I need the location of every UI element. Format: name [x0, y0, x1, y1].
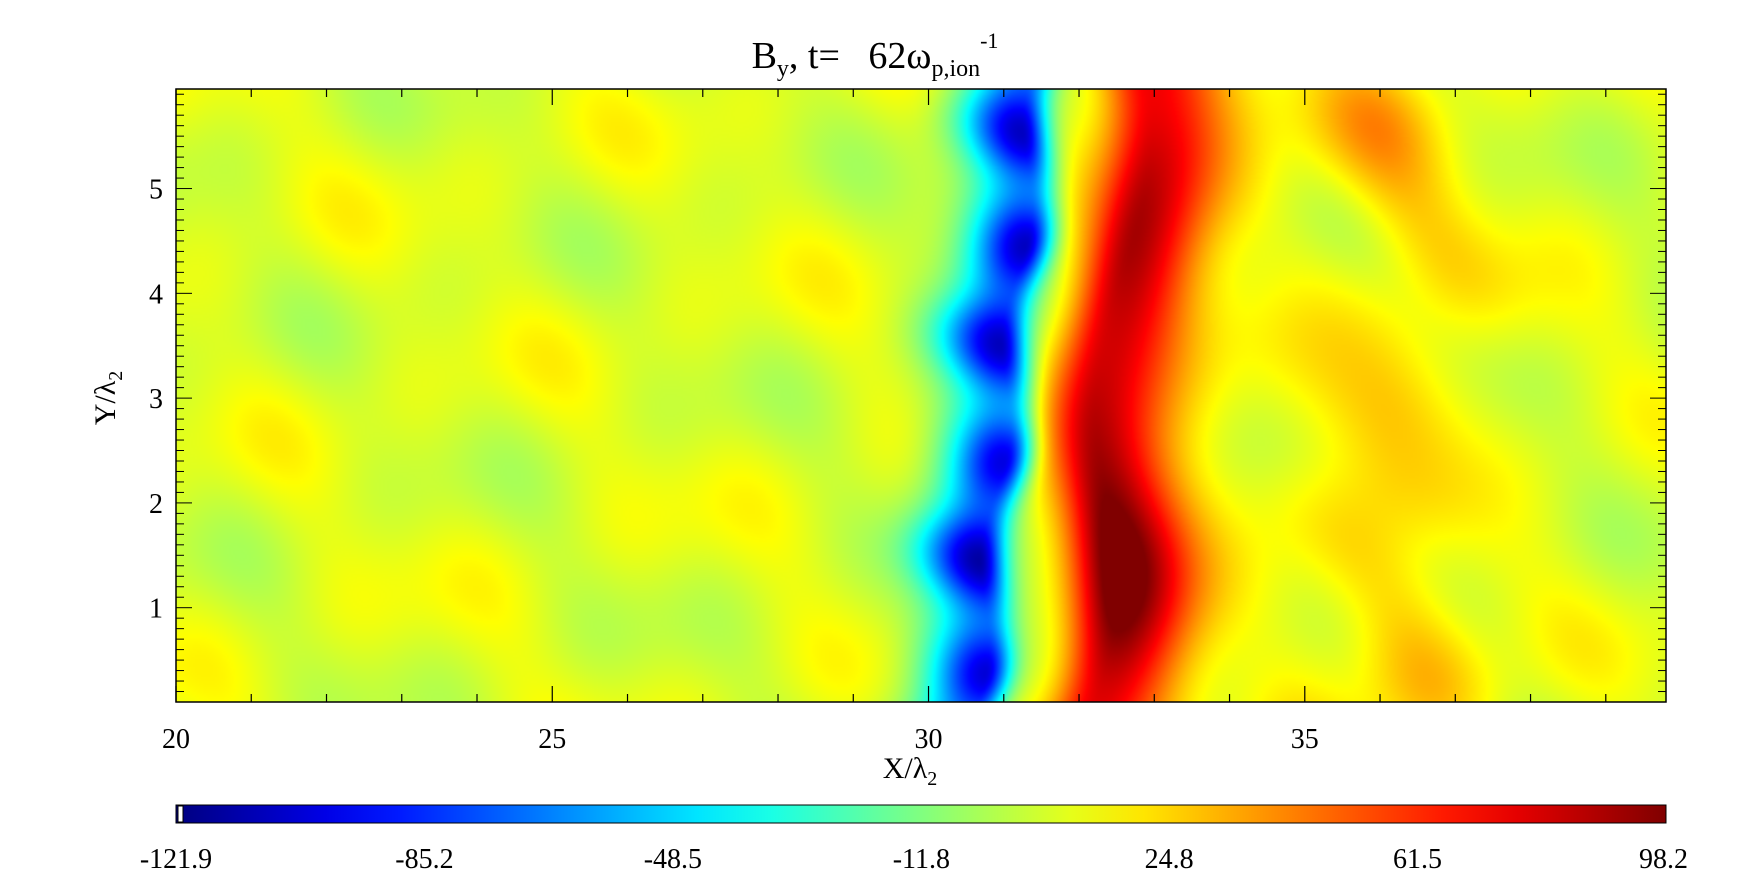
- y-tick-label: 5: [149, 175, 163, 206]
- y-axis-title-main: Y/λ: [89, 380, 122, 425]
- y-tick-label: 4: [149, 279, 163, 310]
- title-symbol: B: [752, 35, 777, 77]
- colorbar-tick-label: -121.9: [140, 844, 212, 875]
- heatmap: [176, 89, 1666, 702]
- colorbar-tick-label: -85.2: [395, 844, 453, 875]
- heatmap-image: [176, 89, 1666, 702]
- colorbar-tick-label: -48.5: [644, 844, 702, 875]
- x-axis-tick-labels: 20 25 30 35: [162, 724, 1319, 755]
- colorbar-gradient: [175, 804, 1667, 824]
- x-axis-title-sub: 2: [927, 768, 937, 790]
- y-axis-tick-labels: 1 2 3 4 5: [149, 175, 163, 625]
- title-symbol-sub: y: [777, 56, 789, 82]
- title-prefix: , t= 62: [789, 35, 907, 77]
- x-axis-ticks: [175, 89, 1607, 702]
- colorbar-tick-labels: -121.9 -85.2 -48.5 -11.8 24.8 61.5 98.2: [140, 844, 1688, 875]
- x-axis-title-main: X/λ: [883, 752, 928, 785]
- colorbar-tick-label: 98.2: [1639, 844, 1688, 875]
- title-omega: ω: [906, 35, 931, 77]
- plot-frame: [175, 88, 1667, 703]
- chart-title: By, t= 62ωp,ion-1: [752, 28, 999, 82]
- y-axis-title: Y/λ2: [89, 371, 127, 426]
- x-tick-label: 25: [538, 724, 566, 755]
- x-tick-label: 30: [915, 724, 943, 755]
- colorbar-tick-label: -11.8: [893, 844, 950, 875]
- colorbar-marker: [177, 805, 184, 823]
- y-axis-title-sub: 2: [105, 371, 127, 381]
- x-axis-title: X/λ2: [883, 752, 938, 790]
- colorbar-tick-label: 24.8: [1145, 844, 1194, 875]
- colorbar: -121.9 -85.2 -48.5 -11.8 24.8 61.5 98.2: [140, 804, 1688, 875]
- colorbar-tick-label: 61.5: [1393, 844, 1442, 875]
- y-tick-label: 3: [149, 384, 163, 415]
- y-tick-label: 2: [149, 489, 163, 520]
- x-tick-label: 35: [1291, 724, 1319, 755]
- title-omega-sup: -1: [980, 28, 998, 53]
- y-axis-ticks: [176, 93, 1666, 703]
- x-tick-label: 20: [162, 724, 190, 755]
- title-omega-sub: p,ion: [931, 56, 980, 82]
- y-tick-label: 1: [149, 594, 163, 625]
